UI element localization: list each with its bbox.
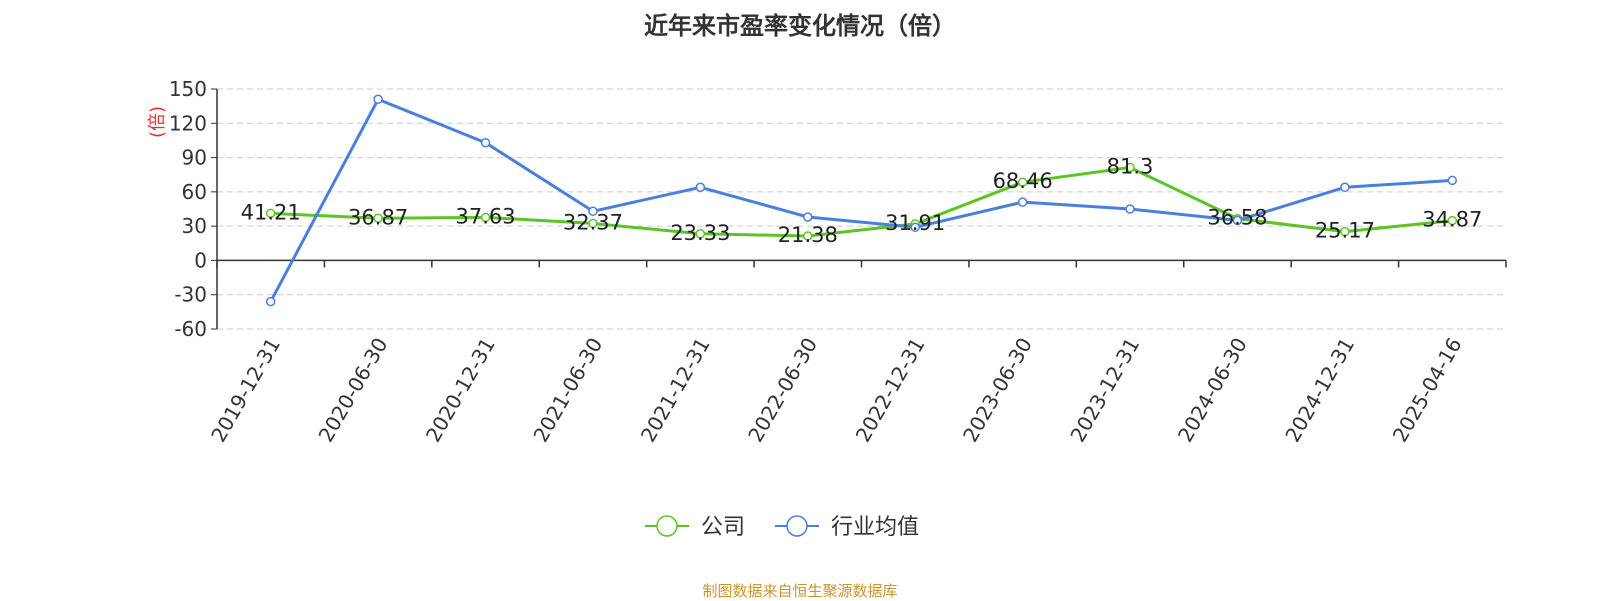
series-point-1 xyxy=(588,206,598,217)
series-point-0 xyxy=(265,208,276,219)
y-axis-label: (倍) xyxy=(147,106,168,138)
y-tick-label: 60 xyxy=(182,180,207,204)
axes: 150 120 90 60 30 0 -30 -60 (倍) 2019-12-31 2020-06-… xyxy=(147,77,1507,447)
series-point-1 xyxy=(910,222,920,233)
x-tick-label: 2021-06-30 xyxy=(528,334,607,447)
series-point-0 xyxy=(1340,226,1350,237)
x-tick-label: 2022-12-31 xyxy=(851,334,930,447)
x-tick-label: 2023-06-30 xyxy=(958,334,1037,447)
y-tick-label: -30 xyxy=(174,283,207,307)
data-label: 37.63 xyxy=(455,204,515,228)
legend-label: 公司 xyxy=(701,515,745,540)
series-point-1 xyxy=(695,182,706,193)
data-label: 32.37 xyxy=(563,210,623,234)
series-point-0 xyxy=(1125,162,1135,173)
x-tick-label: 2021-12-31 xyxy=(636,334,715,447)
series-point-0 xyxy=(1017,177,1028,187)
series-point-0 xyxy=(695,229,706,239)
y-tick-label: 90 xyxy=(182,146,207,170)
chart-source: 制图数据来自恒生聚源数据库 xyxy=(702,582,898,600)
legend[interactable]: 公司 行业均值 xyxy=(645,515,919,540)
series-point-0 xyxy=(480,212,491,223)
series-point-1 xyxy=(1125,204,1135,214)
data-label: 36.87 xyxy=(348,205,408,229)
y-tick-label: -60 xyxy=(174,317,207,341)
legend-item-0[interactable]: 公司 xyxy=(645,515,745,540)
x-tick-label: 2025-04-16 xyxy=(1388,334,1467,447)
series-layer xyxy=(265,94,1458,307)
series-point-1 xyxy=(480,137,491,148)
data-label: 23.33 xyxy=(670,221,730,245)
series-point-1 xyxy=(1017,197,1028,207)
data-label: 31.91 xyxy=(885,211,945,235)
series-point-1 xyxy=(373,94,383,105)
data-label: 81.3 xyxy=(1107,155,1154,179)
x-tick-label: 2019-12-31 xyxy=(206,334,285,447)
data-label: 21.38 xyxy=(778,223,838,247)
data-label: 36.58 xyxy=(1207,206,1267,230)
y-tick-label: 120 xyxy=(169,111,207,135)
data-label: 25.17 xyxy=(1315,219,1375,243)
chart-title: 近年来市盈率变化情况（倍） xyxy=(644,12,956,40)
grid-lines xyxy=(217,88,1506,330)
x-tick-label: 2020-12-31 xyxy=(421,334,500,447)
legend-item-1[interactable]: 行业均值 xyxy=(775,515,919,540)
data-label: 68.46 xyxy=(993,169,1053,193)
series-point-1 xyxy=(265,296,276,307)
data-label: 41.21 xyxy=(241,200,301,224)
series-line-1 xyxy=(269,97,1453,303)
series-line-0 xyxy=(270,166,1453,238)
series-point-1 xyxy=(1232,215,1243,226)
series-point-1 xyxy=(1447,175,1458,186)
data-labels: 41.21 36.87 37.63 32.37 23.33 21.38 31.91 68.46… xyxy=(241,155,1483,247)
legend-label: 行业均值 xyxy=(831,515,919,540)
series-point-0 xyxy=(803,231,813,241)
data-label: 34.87 xyxy=(1422,208,1482,232)
legend-marker xyxy=(786,515,808,537)
y-tick-label: 150 xyxy=(169,77,207,101)
x-tick-label: 2022-06-30 xyxy=(743,334,822,447)
x-tick-label: 2023-12-31 xyxy=(1065,334,1144,447)
series-point-0 xyxy=(373,213,383,224)
legend-marker xyxy=(656,515,678,537)
x-tick-label: 2024-12-31 xyxy=(1280,334,1359,447)
x-tick-label: 2024-06-30 xyxy=(1173,334,1252,447)
series-point-0 xyxy=(588,218,598,229)
series-point-0 xyxy=(1447,215,1458,226)
y-tick-label: 30 xyxy=(182,214,207,238)
y-tick-label: 0 xyxy=(194,248,207,272)
x-tick-label: 2020-06-30 xyxy=(314,334,393,447)
series-point-1 xyxy=(803,212,813,222)
series-point-1 xyxy=(1340,182,1350,193)
